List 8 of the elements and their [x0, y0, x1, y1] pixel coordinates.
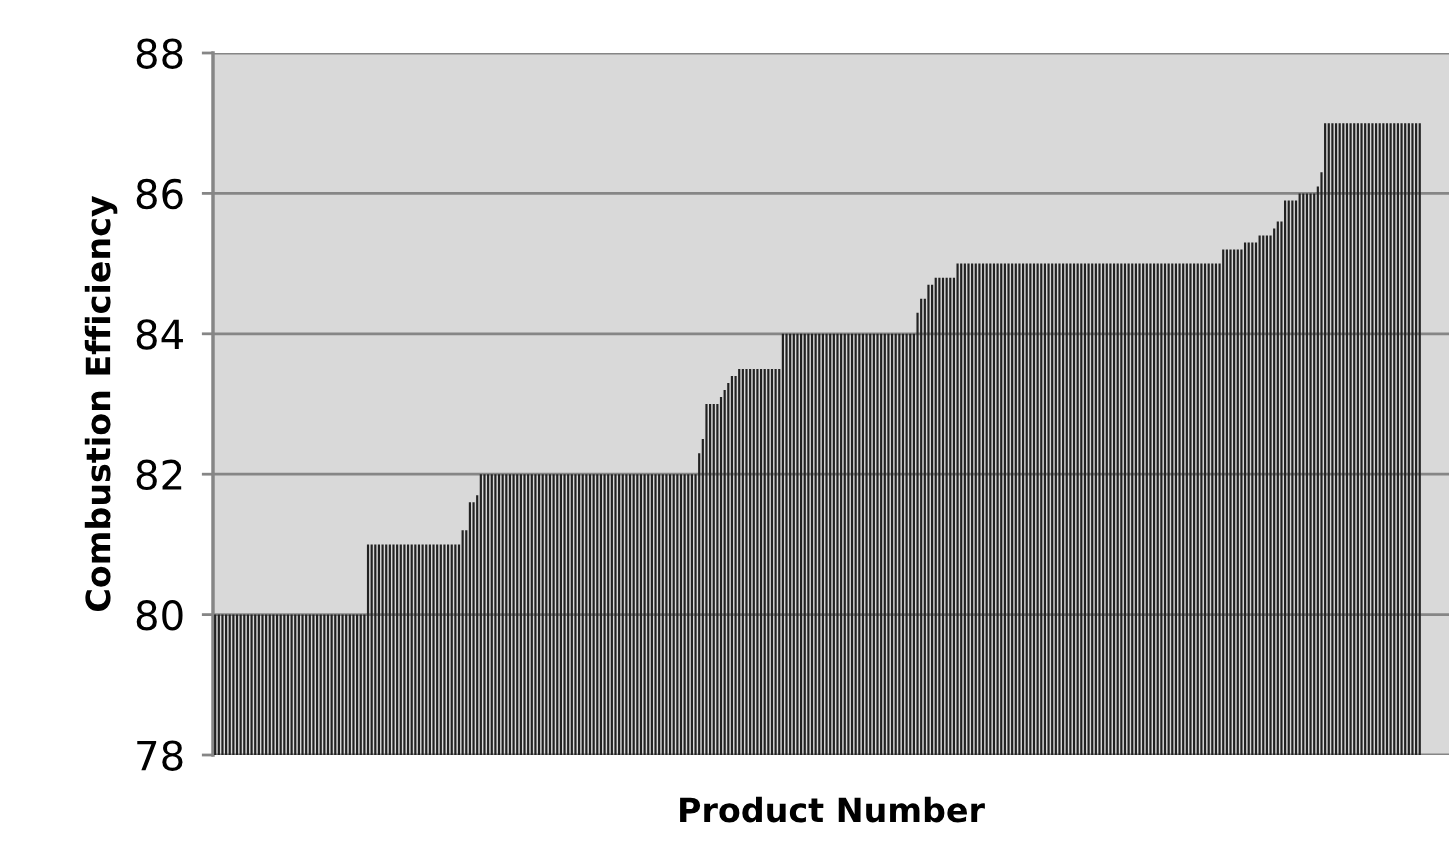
y-tick-label: 80	[136, 600, 183, 631]
y-tick-label: 86	[136, 178, 183, 210]
y-tick-label: 82	[136, 459, 182, 491]
x-axis-title: Product Number	[680, 796, 985, 823]
y-tick-label: 78	[137, 740, 183, 771]
y-axis-title: Combustion Efficiency	[84, 195, 118, 612]
y-tick-label: 88	[136, 38, 183, 69]
y-tick-label: 84	[136, 319, 183, 350]
